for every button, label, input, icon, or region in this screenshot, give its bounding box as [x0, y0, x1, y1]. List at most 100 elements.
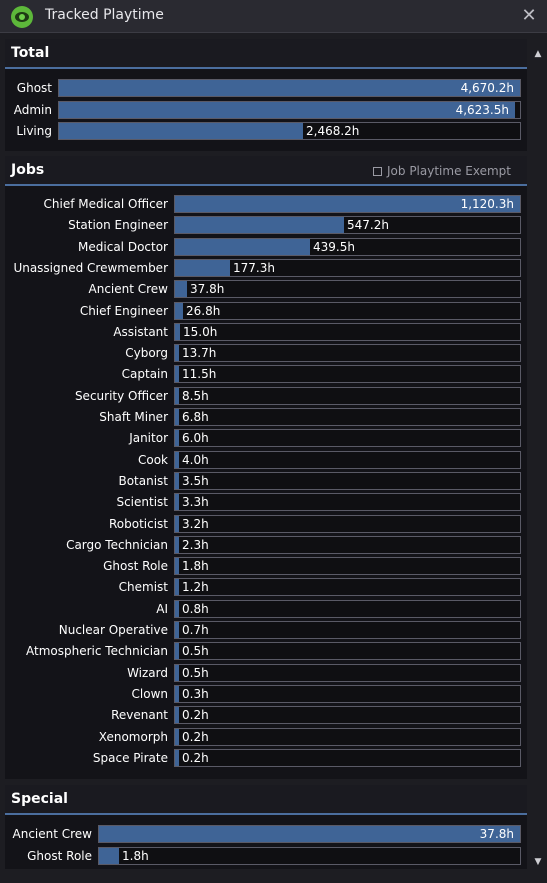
jobs-section-title: Jobs [11, 162, 45, 178]
job-playtime-value: 0.8h [182, 601, 209, 616]
job-playtime-bar: 547.2h [174, 216, 521, 235]
job-playtime-bar-fill [175, 430, 179, 447]
total-playtime-bar: 4,623.5h [58, 100, 521, 119]
job-playtime-bar-fill [175, 600, 179, 617]
job-playtime-bar-fill [175, 238, 310, 255]
job-playtime-bar: 3.3h [174, 493, 521, 512]
job-row-label: Clown [131, 686, 168, 701]
job-row-label: Cook [137, 452, 168, 467]
job-playtime-bar: 0.5h [174, 663, 521, 682]
job-playtime-bar: 0.2h [174, 748, 521, 767]
special-section-title: Special [11, 791, 68, 807]
job-playtime-bar: 13.7h [174, 344, 521, 363]
close-button[interactable]: ✕ [521, 5, 537, 26]
job-playtime-bar-fill [175, 579, 179, 596]
job-playtime-bar: 0.2h [174, 727, 521, 746]
job-playtime-value: 2.3h [182, 537, 209, 552]
job-row-label: Space Pirate [92, 750, 168, 765]
job-playtime-exempt-toggle[interactable]: Job Playtime Exempt [373, 164, 511, 178]
job-playtime-bar: 3.5h [174, 471, 521, 490]
job-playtime-bar: 11.5h [174, 365, 521, 384]
job-playtime-value: 0.5h [182, 665, 209, 680]
job-playtime-bar-fill [175, 196, 520, 212]
job-playtime-value: 3.3h [182, 495, 209, 510]
total-section-title: Total [11, 45, 50, 61]
job-row-label: Botanist [118, 473, 168, 488]
total-playtime-bar: 4,670.2h [58, 79, 521, 97]
job-row-label: Ghost Role [103, 559, 168, 574]
job-row-label: Scientist [116, 495, 168, 510]
special-section: Special Ancient Crew 37.8h Ghost Role 1.8h [5, 785, 527, 869]
window-titlebar: Tracked Playtime ✕ [0, 0, 547, 33]
job-row-label: Nuclear Operative [58, 623, 168, 637]
job-playtime-bar-fill [175, 728, 179, 745]
job-playtime-bar: 6.8h [174, 408, 521, 426]
job-row-label: Chemist [118, 580, 168, 595]
job-playtime-bar-fill [175, 685, 179, 702]
special-playtime-bar: 1.8h [98, 846, 521, 865]
job-playtime-bar-fill [175, 451, 179, 468]
job-playtime-bar-fill [175, 558, 179, 575]
total-playtime-bar-fill [59, 80, 520, 96]
job-row-label: Medical Doctor [78, 239, 168, 254]
job-playtime-value: 6.8h [182, 410, 209, 424]
total-playtime-bar-fill [59, 123, 303, 139]
job-row-label: AI [156, 601, 168, 616]
job-row-label: Cyborg [125, 346, 168, 361]
checkbox-icon[interactable] [373, 167, 382, 176]
job-playtime-value: 0.5h [182, 644, 209, 659]
job-playtime-bar: 0.5h [174, 642, 521, 661]
jobs-section: Jobs Job Playtime Exempt Chief Medical O… [5, 156, 527, 779]
job-playtime-bar-fill [175, 494, 179, 511]
job-playtime-bar: 1.8h [174, 557, 521, 576]
job-playtime-value: 8.5h [182, 388, 209, 403]
job-playtime-bar-fill [175, 345, 179, 362]
job-playtime-value: 37.8h [190, 282, 225, 297]
special-playtime-value: 37.8h [479, 827, 514, 841]
job-playtime-bar-fill [175, 281, 187, 298]
total-playtime-value: 4,623.5h [455, 102, 509, 117]
job-playtime-bar-fill [175, 707, 179, 724]
job-playtime-value: 15.0h [183, 324, 218, 339]
job-playtime-bar-fill [175, 409, 179, 425]
job-playtime-value: 0.3h [182, 686, 209, 701]
job-row-label: Cargo Technician [66, 537, 168, 552]
job-playtime-bar: 0.7h [174, 621, 521, 639]
job-playtime-value: 4.0h [182, 452, 209, 467]
job-row-label: Chief Medical Officer [43, 197, 169, 211]
job-playtime-bar-fill [175, 749, 179, 766]
special-section-header: Special [5, 785, 527, 815]
window-title: Tracked Playtime [45, 7, 164, 23]
total-playtime-value: 4,670.2h [460, 81, 514, 95]
job-playtime-value: 177.3h [233, 260, 275, 275]
scroll-down-arrow-icon[interactable]: ▼ [534, 857, 542, 867]
job-playtime-bar: 26.8h [174, 301, 521, 320]
job-playtime-bar: 0.8h [174, 599, 521, 618]
job-row-label: Atmospheric Technician [26, 644, 168, 659]
special-playtime-bar-fill [99, 847, 119, 864]
job-playtime-bar: 177.3h [174, 258, 521, 277]
job-playtime-bar-fill [175, 259, 230, 276]
job-playtime-bar: 0.3h [174, 684, 521, 703]
job-playtime-bar-fill [175, 515, 179, 532]
scroll-up-arrow-icon[interactable]: ▲ [534, 49, 542, 59]
eye-icon [11, 6, 33, 28]
total-playtime-value: 2,468.2h [306, 124, 360, 138]
job-playtime-value: 3.2h [182, 516, 209, 531]
job-playtime-bar-fill [175, 323, 180, 340]
job-playtime-value: 1,120.3h [460, 197, 514, 211]
total-row-label: Living [16, 124, 52, 138]
job-playtime-value: 3.5h [182, 473, 209, 488]
job-playtime-bar-fill [175, 217, 344, 234]
job-playtime-bar-fill [175, 664, 179, 681]
job-playtime-bar: 0.2h [174, 706, 521, 725]
job-playtime-bar-fill [175, 387, 179, 404]
job-playtime-value: 0.2h [182, 708, 209, 723]
job-row-label: Shaft Miner [99, 410, 168, 424]
total-section: Total Ghost 4,670.2h Admin 4,623.5h Living 2,… [5, 39, 527, 151]
special-playtime-bar-fill [99, 826, 520, 842]
job-playtime-value: 6.0h [182, 431, 209, 446]
special-row-label: Ancient Crew [12, 827, 93, 841]
job-row-label: Captain [121, 367, 168, 382]
scrollbar[interactable]: ▲ ▼ [532, 40, 544, 875]
